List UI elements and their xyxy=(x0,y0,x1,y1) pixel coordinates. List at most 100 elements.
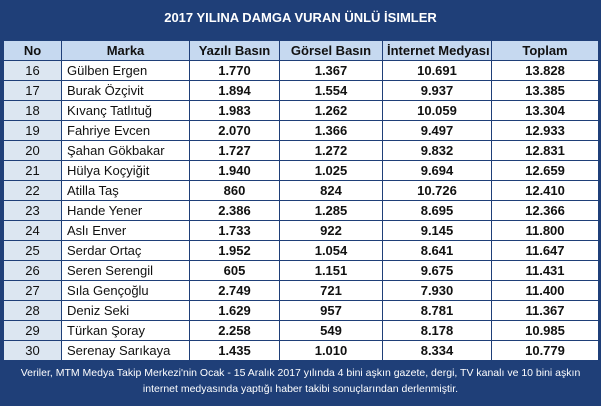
table-row: 30 Serenay Sarıkaya 1.435 1.010 8.334 10.779 xyxy=(3,340,599,361)
name-cell: Aslı Enver xyxy=(61,220,190,241)
value-cell: 8.178 xyxy=(382,320,492,341)
column-header: İnternet Medyası xyxy=(382,40,492,61)
value-cell: 1.054 xyxy=(279,240,383,261)
name-cell: Türkan Şoray xyxy=(61,320,190,341)
value-cell: 2.258 xyxy=(189,320,280,341)
name-cell: Hülya Koçyiğit xyxy=(61,160,190,181)
value-cell: 605 xyxy=(189,260,280,281)
value-cell: 10.691 xyxy=(382,60,492,81)
value-cell: 1.262 xyxy=(279,100,383,121)
table-row: 22 Atilla Taş 860 824 10.726 12.410 xyxy=(3,180,599,201)
table: No Marka Yazılı Basın Görsel Basın İnternet … xyxy=(3,40,599,361)
rank-cell: 23 xyxy=(3,200,62,221)
column-header: Yazılı Basın xyxy=(189,40,280,61)
name-cell: Kıvanç Tatlıtuğ xyxy=(61,100,190,121)
value-cell: 9.694 xyxy=(382,160,492,181)
table-row: 16 Gülben Ergen 1.770 1.367 10.691 13.828 xyxy=(3,60,599,81)
value-cell: 11.647 xyxy=(491,240,599,261)
value-cell: 1.554 xyxy=(279,80,383,101)
value-cell: 10.726 xyxy=(382,180,492,201)
column-header: Görsel Basın xyxy=(279,40,383,61)
value-cell: 8.641 xyxy=(382,240,492,261)
column-header: Marka xyxy=(61,40,190,61)
table-body: 16 Gülben Ergen 1.770 1.367 10.691 13.828 17 Bu… xyxy=(3,60,599,361)
rank-cell: 17 xyxy=(3,80,62,101)
table-row: 29 Türkan Şoray 2.258 549 8.178 10.985 xyxy=(3,320,599,341)
name-cell: Şahan Gökbakar xyxy=(61,140,190,161)
rank-cell: 29 xyxy=(3,320,62,341)
title: 2017 YILINA DAMGA VURAN ÜNLÜ İSIMLER xyxy=(164,10,437,25)
header-row: No Marka Yazılı Basın Görsel Basın İnternet … xyxy=(3,40,599,61)
value-cell: 12.366 xyxy=(491,200,599,221)
column-header: No xyxy=(3,40,62,61)
name-cell: Serdar Ortaç xyxy=(61,240,190,261)
footer-note: Veriler, MTM Medya Takip Merkezi'nin Oca… xyxy=(20,367,581,395)
value-cell: 549 xyxy=(279,320,383,341)
table-row: 21 Hülya Koçyiğit 1.940 1.025 9.694 12.659 xyxy=(3,160,599,181)
value-cell: 922 xyxy=(279,220,383,241)
name-cell: Seren Serengil xyxy=(61,260,190,281)
value-cell: 8.695 xyxy=(382,200,492,221)
column-header: Toplam xyxy=(491,40,599,61)
table-row: 27 Sıla Gençoğlu 2.749 721 7.930 11.400 xyxy=(3,280,599,301)
value-cell: 1.629 xyxy=(189,300,280,321)
value-cell: 9.937 xyxy=(382,80,492,101)
value-cell: 1.025 xyxy=(279,160,383,181)
name-cell: Sıla Gençoğlu xyxy=(61,280,190,301)
value-cell: 7.930 xyxy=(382,280,492,301)
rank-cell: 18 xyxy=(3,100,62,121)
value-cell: 13.385 xyxy=(491,80,599,101)
value-cell: 1.983 xyxy=(189,100,280,121)
value-cell: 12.410 xyxy=(491,180,599,201)
table-row: 19 Fahriye Evcen 2.070 1.366 9.497 12.933 xyxy=(3,120,599,141)
table-row: 17 Burak Özçivit 1.894 1.554 9.937 13.385 xyxy=(3,80,599,101)
value-cell: 2.749 xyxy=(189,280,280,301)
rank-cell: 25 xyxy=(3,240,62,261)
name-cell: Gülben Ergen xyxy=(61,60,190,81)
value-cell: 12.831 xyxy=(491,140,599,161)
table-row: 26 Seren Serengil 605 1.151 9.675 11.431 xyxy=(3,260,599,281)
name-cell: Deniz Seki xyxy=(61,300,190,321)
value-cell: 860 xyxy=(189,180,280,201)
table-row: 20 Şahan Gökbakar 1.727 1.272 9.832 12.831 xyxy=(3,140,599,161)
value-cell: 9.832 xyxy=(382,140,492,161)
rank-cell: 30 xyxy=(3,340,62,361)
rank-cell: 20 xyxy=(3,140,62,161)
rank-cell: 22 xyxy=(3,180,62,201)
value-cell: 1.940 xyxy=(189,160,280,181)
value-cell: 1.151 xyxy=(279,260,383,281)
rank-cell: 19 xyxy=(3,120,62,141)
value-cell: 1.367 xyxy=(279,60,383,81)
value-cell: 1.733 xyxy=(189,220,280,241)
value-cell: 8.781 xyxy=(382,300,492,321)
value-cell: 10.059 xyxy=(382,100,492,121)
value-cell: 9.675 xyxy=(382,260,492,281)
name-cell: Atilla Taş xyxy=(61,180,190,201)
rank-cell: 21 xyxy=(3,160,62,181)
name-cell: Hande Yener xyxy=(61,200,190,221)
value-cell: 12.659 xyxy=(491,160,599,181)
value-cell: 1.770 xyxy=(189,60,280,81)
value-cell: 8.334 xyxy=(382,340,492,361)
value-cell: 9.145 xyxy=(382,220,492,241)
value-cell: 721 xyxy=(279,280,383,301)
value-cell: 10.779 xyxy=(491,340,599,361)
table-row: 24 Aslı Enver 1.733 922 9.145 11.800 xyxy=(3,220,599,241)
value-cell: 1.285 xyxy=(279,200,383,221)
value-cell: 1.727 xyxy=(189,140,280,161)
name-cell: Burak Özçivit xyxy=(61,80,190,101)
value-cell: 1.894 xyxy=(189,80,280,101)
value-cell: 1.010 xyxy=(279,340,383,361)
rank-cell: 24 xyxy=(3,220,62,241)
value-cell: 13.828 xyxy=(491,60,599,81)
name-cell: Serenay Sarıkaya xyxy=(61,340,190,361)
value-cell: 1.952 xyxy=(189,240,280,261)
rank-cell: 16 xyxy=(3,60,62,81)
rank-cell: 27 xyxy=(3,280,62,301)
table-row: 25 Serdar Ortaç 1.952 1.054 8.641 11.647 xyxy=(3,240,599,261)
value-cell: 957 xyxy=(279,300,383,321)
name-cell: Fahriye Evcen xyxy=(61,120,190,141)
table-row: 23 Hande Yener 2.386 1.285 8.695 12.366 xyxy=(3,200,599,221)
value-cell: 11.400 xyxy=(491,280,599,301)
